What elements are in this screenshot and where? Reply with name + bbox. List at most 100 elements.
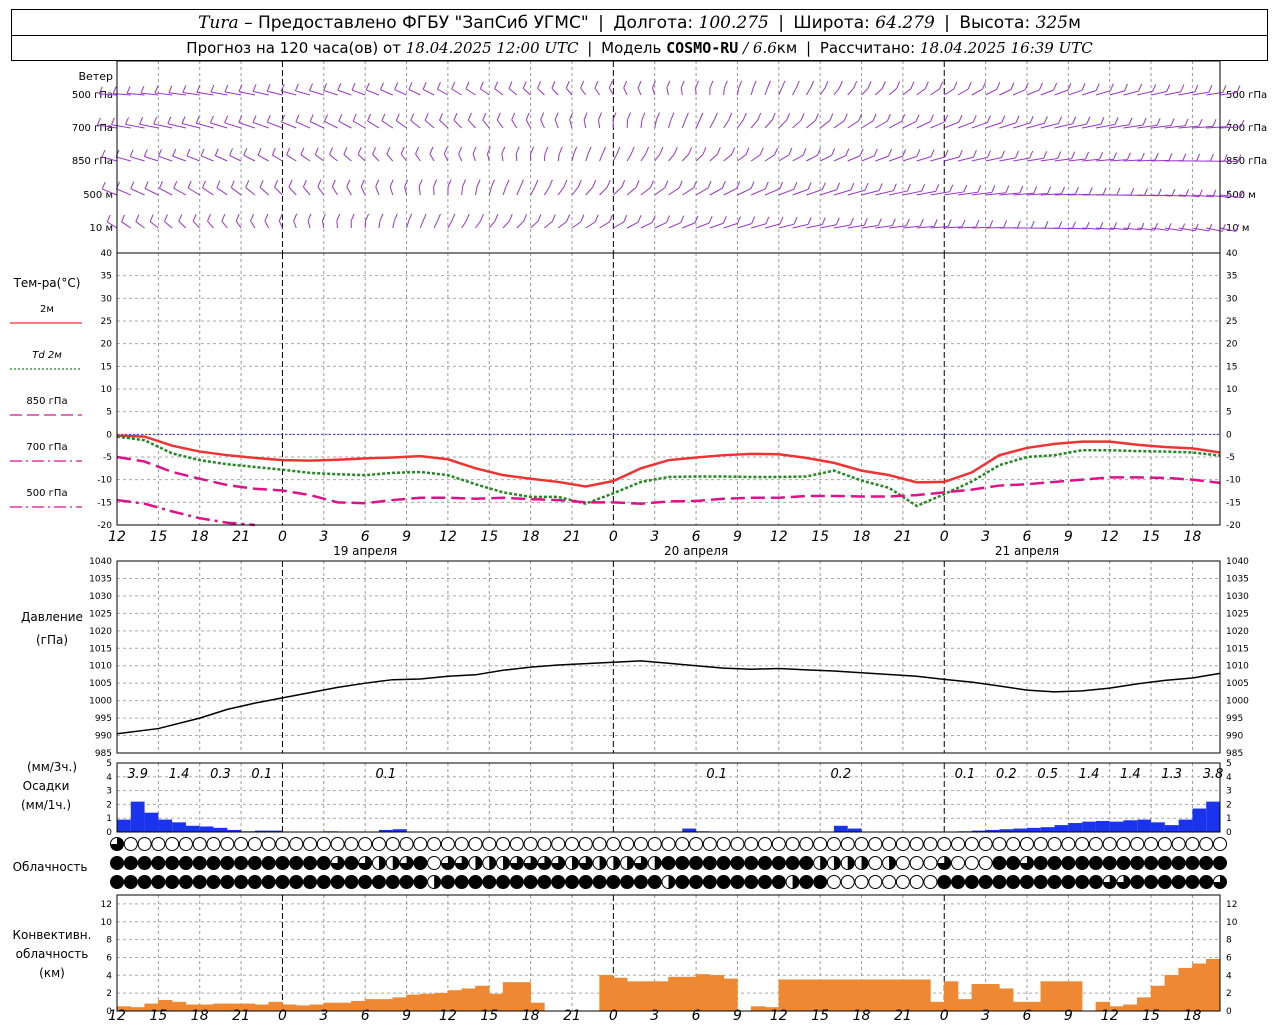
forecast-label: Прогноз на 120 часа(ов) от: [186, 39, 401, 57]
wind-barb: [167, 123, 187, 129]
wind-barb-feather: [182, 85, 187, 93]
conv-bar: [944, 981, 959, 1012]
time-axis-label-bottom: 9: [402, 1008, 411, 1024]
wind-barb-feather: [195, 116, 200, 124]
temp-series-line: [116, 498, 255, 527]
wind-barb: [130, 156, 145, 162]
wind-barb: [819, 87, 826, 96]
wind-barb-feather: [709, 80, 714, 88]
time-axis-label: 15: [480, 529, 498, 545]
wind-barb-feather: [525, 112, 530, 120]
wind-barb-feather: [771, 112, 776, 121]
cloud-symbol-fill: [151, 856, 165, 870]
cloud-symbol-fill: [372, 875, 386, 889]
wind-barb: [999, 157, 1016, 162]
wind-barb: [557, 186, 565, 196]
wind-barb: [916, 156, 932, 162]
wind-barb: [681, 119, 686, 129]
conv-bar: [461, 988, 476, 1012]
wind-barb-feather: [1015, 115, 1020, 124]
temp-series-line: [116, 434, 1221, 488]
conv-bar: [378, 999, 393, 1012]
wind-barb-feather: [933, 219, 938, 227]
wind-barb: [971, 156, 988, 162]
wind-barb-feather: [266, 84, 271, 92]
conv-bar: [875, 979, 890, 1012]
wind-barb-feather: [424, 113, 429, 121]
wind-barb: [447, 220, 453, 229]
cloud-symbol-fill: [1130, 856, 1144, 870]
wind-barb: [1040, 158, 1058, 162]
cloud-symbol: [523, 837, 538, 851]
wind-barb: [668, 187, 680, 196]
cloud-symbol-fill: [979, 875, 993, 889]
wind-barb-feather: [598, 112, 603, 120]
y-tick-label-right: -5: [1226, 453, 1235, 463]
wind-barb-feather: [810, 80, 815, 89]
conv-bar: [1068, 981, 1083, 1012]
time-axis-label-bottom: 18: [191, 1008, 209, 1024]
time-axis-label-bottom: 21: [563, 1008, 581, 1024]
wind-barb: [695, 153, 704, 162]
cloud-symbol: [371, 837, 386, 851]
wind-barb-feather: [1180, 84, 1185, 92]
wind-barb-feather: [329, 147, 333, 155]
wind-barb: [902, 155, 918, 162]
wind-barb: [501, 153, 504, 162]
y-tick-label-right: 6: [1226, 953, 1232, 963]
time-axis-label-bottom: 21: [894, 1008, 912, 1024]
precip-bar: [268, 830, 283, 832]
wind-barb: [1068, 227, 1087, 230]
panel-frame: [116, 252, 1221, 526]
wind-barb: [1054, 158, 1072, 162]
cloud-symbol: [840, 837, 855, 851]
y-tick-label-right: 20: [1226, 340, 1238, 350]
wind-barb: [640, 119, 643, 129]
cloud-symbol: [1047, 837, 1062, 851]
wind-barb: [1164, 91, 1181, 96]
wind-barb: [613, 221, 624, 229]
wind-barb-feather: [1058, 116, 1062, 124]
wind-barb-feather: [221, 213, 226, 222]
wind-barb: [737, 119, 744, 129]
wind-barb: [1192, 91, 1210, 96]
wind-barb-feather: [1128, 117, 1133, 125]
y-tick-label-right: 30: [1226, 294, 1238, 304]
precip-bar: [1137, 819, 1152, 832]
precip-bar: [1123, 820, 1138, 832]
conv-bar: [985, 983, 1000, 1012]
cloud-symbol: [1116, 837, 1131, 851]
cloud-symbol: [151, 837, 166, 851]
wind-barb: [515, 153, 518, 162]
wind-barb-feather: [609, 214, 613, 223]
wind-barb: [366, 89, 380, 96]
cloud-symbol: [895, 837, 910, 851]
wind-barb-feather: [207, 214, 211, 222]
wind-barb-feather: [680, 215, 685, 223]
conv-title-1: Конвективн.: [13, 928, 92, 942]
wind-barb: [916, 190, 936, 196]
wind-barb: [102, 188, 118, 196]
cloud-symbol-fill: [1075, 856, 1089, 870]
wind-barb-feather: [737, 216, 741, 224]
y-tick-label-left: 1040: [89, 557, 112, 567]
precip-bar: [130, 801, 145, 832]
wind-barb: [571, 153, 575, 162]
y-tick-label-left: 1020: [89, 627, 112, 637]
wind-barb: [585, 186, 594, 196]
wind-barb: [1164, 125, 1186, 129]
y-tick-label-right: 2: [1226, 800, 1232, 810]
wind-barb-feather: [1113, 152, 1117, 160]
time-axis-label: 21: [563, 529, 581, 545]
cloud-symbol: [868, 875, 883, 889]
wind-barb-feather: [901, 114, 906, 122]
wind-barb: [525, 119, 532, 129]
wind-barb-feather: [408, 82, 413, 90]
wind-barb-feather: [1005, 185, 1010, 193]
time-axis-label: 6: [692, 529, 701, 545]
wind-barb-feather: [295, 114, 300, 122]
cloud-symbol-fill: [620, 875, 634, 889]
wind-barb-feather: [418, 179, 423, 187]
wind-barb: [187, 187, 200, 196]
wind-barb-feather: [816, 148, 821, 156]
